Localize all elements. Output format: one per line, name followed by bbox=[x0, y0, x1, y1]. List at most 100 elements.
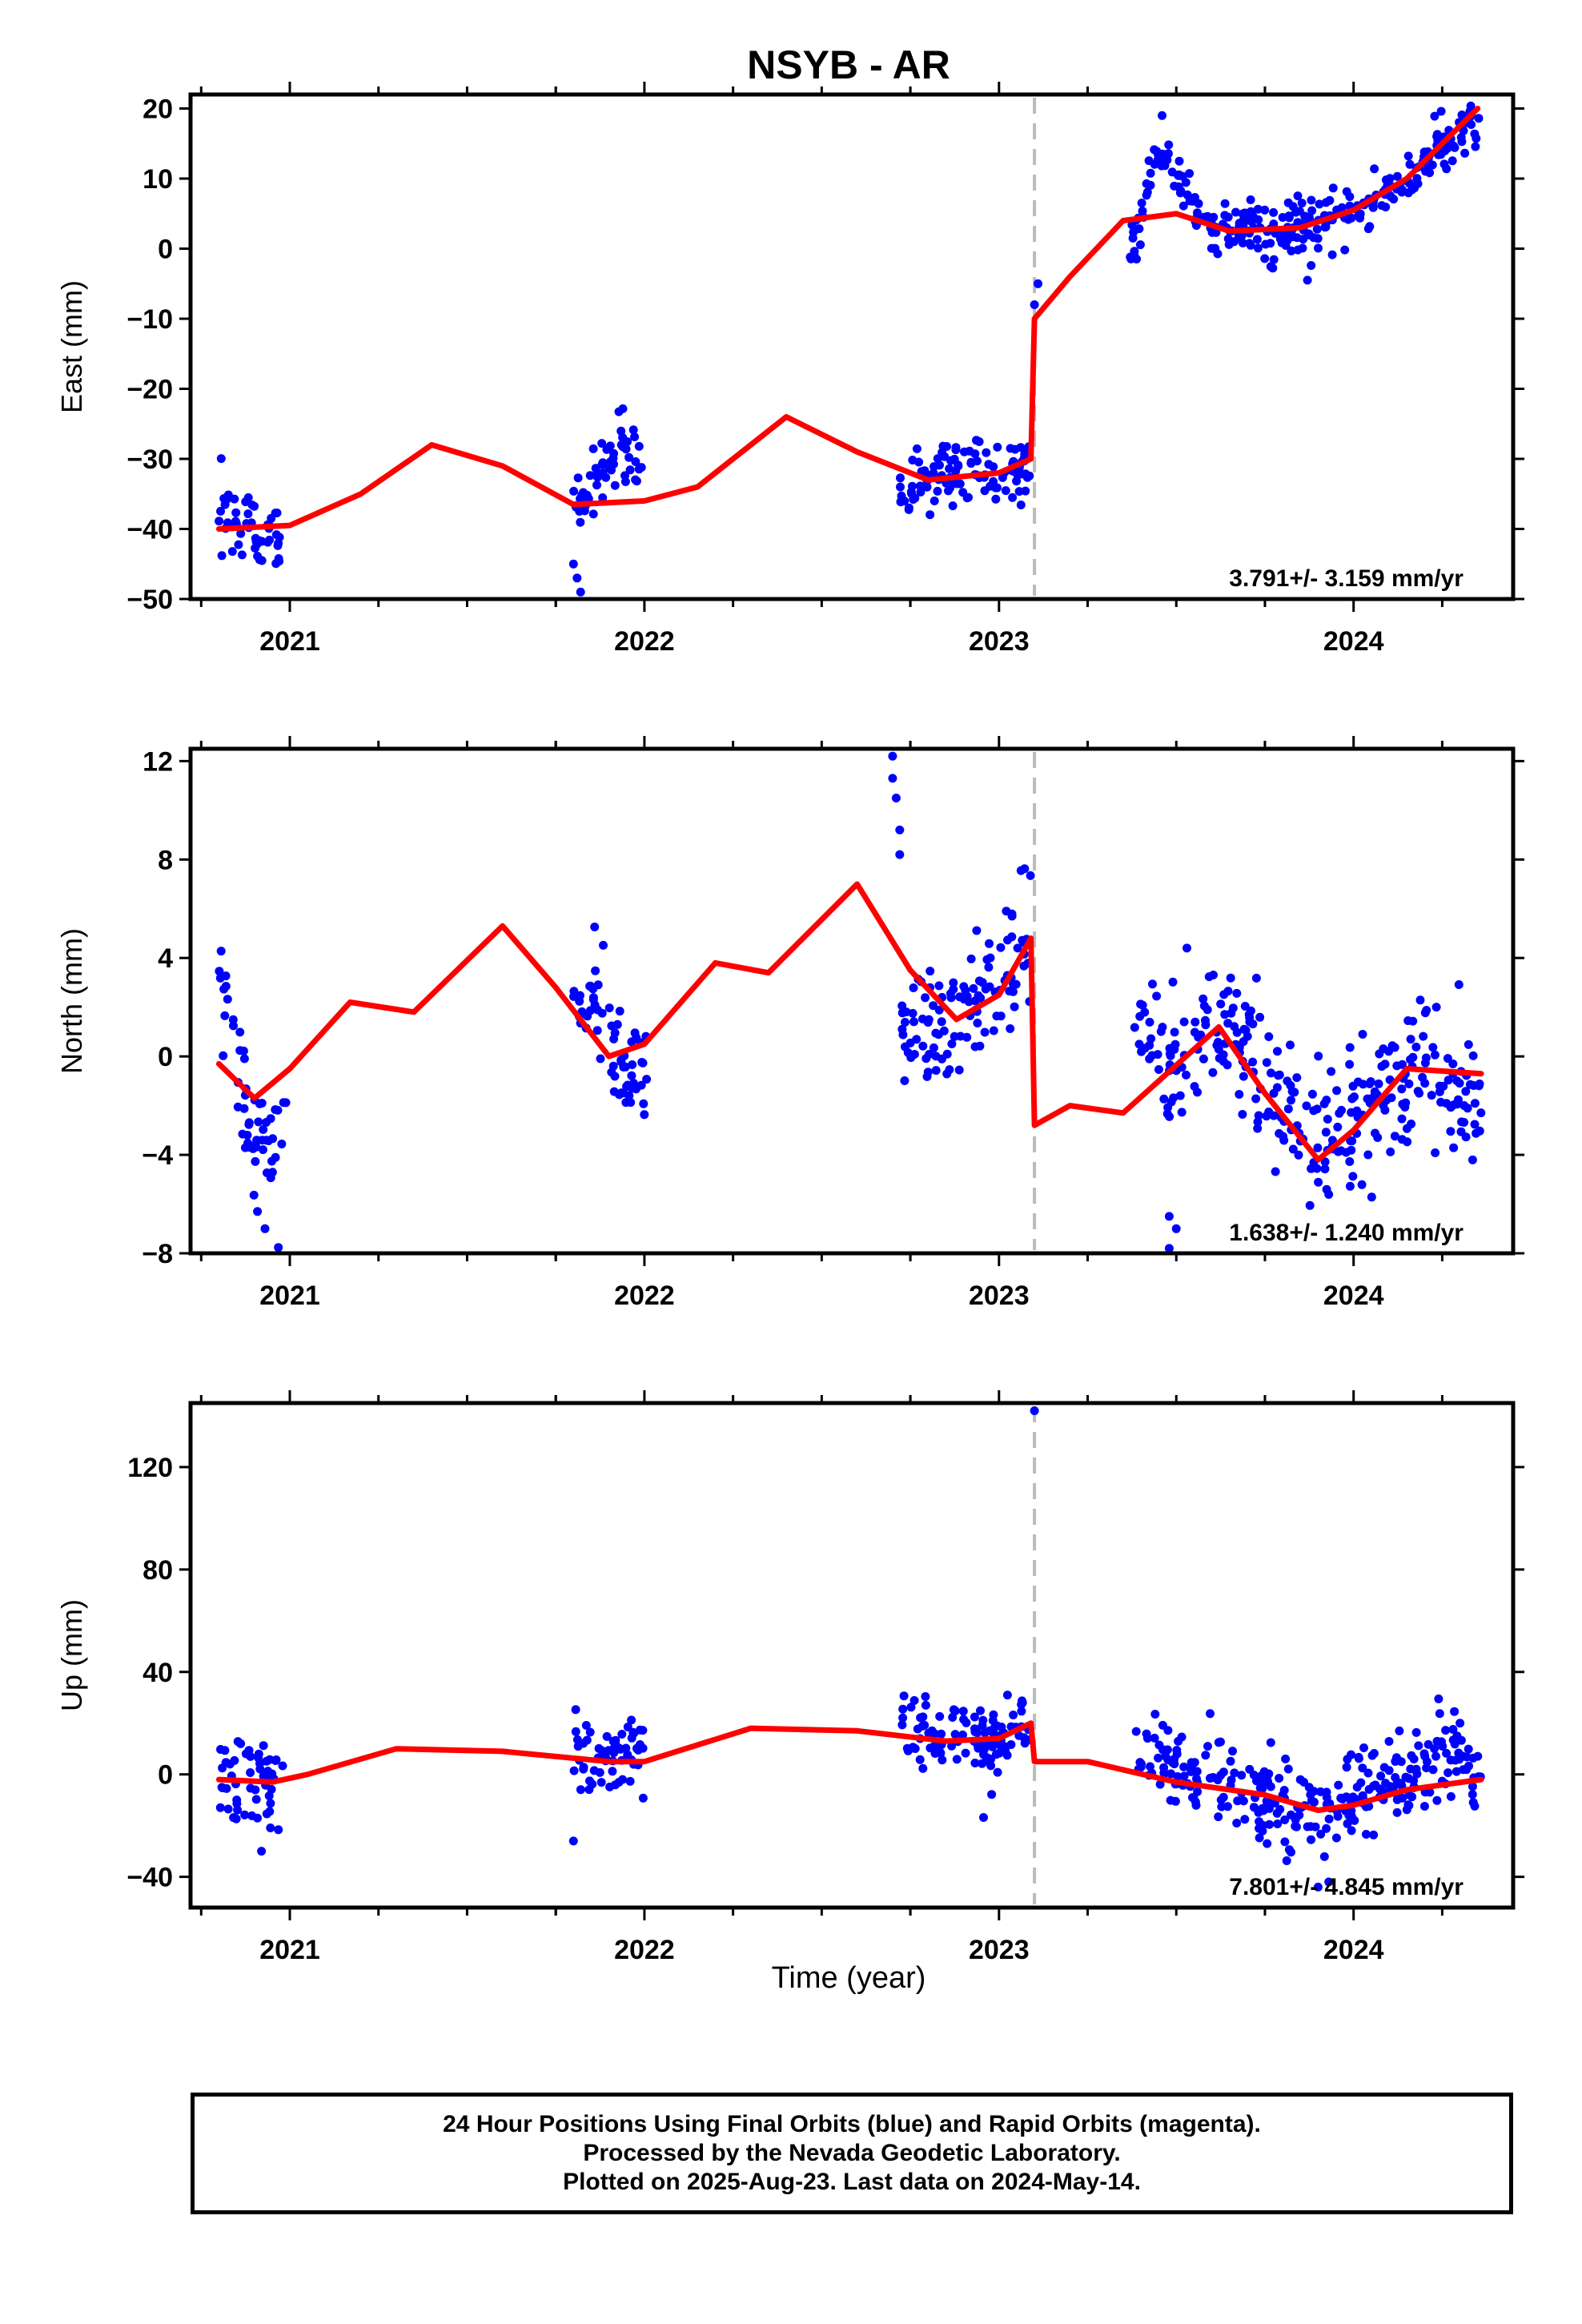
data-point bbox=[970, 1712, 979, 1722]
data-point bbox=[219, 494, 229, 503]
data-point bbox=[632, 1084, 640, 1094]
data-point bbox=[891, 794, 901, 802]
data-point bbox=[1401, 1772, 1411, 1782]
data-point bbox=[1279, 1136, 1289, 1145]
x-tick-label: 2021 bbox=[259, 1281, 320, 1311]
data-point bbox=[1203, 1742, 1212, 1751]
data-point bbox=[909, 1050, 919, 1059]
data-point bbox=[1220, 199, 1230, 208]
data-point bbox=[913, 1724, 922, 1734]
data-point bbox=[1030, 1406, 1039, 1416]
data-point bbox=[220, 1011, 230, 1020]
data-point bbox=[1293, 191, 1303, 201]
data-point bbox=[568, 559, 578, 569]
data-point bbox=[216, 947, 226, 956]
data-point bbox=[617, 1730, 627, 1739]
data-point bbox=[281, 1098, 291, 1108]
x-tick-label: 2022 bbox=[614, 1281, 675, 1311]
data-point bbox=[1130, 247, 1139, 256]
data-point bbox=[1464, 1039, 1473, 1049]
data-point bbox=[1321, 1128, 1331, 1137]
data-point bbox=[1346, 1136, 1355, 1145]
plot-frame bbox=[188, 1401, 1516, 1910]
data-point bbox=[1159, 1763, 1169, 1772]
data-point bbox=[1156, 1027, 1166, 1036]
data-points bbox=[215, 751, 1486, 1253]
data-point bbox=[1131, 1727, 1141, 1736]
data-point bbox=[240, 1810, 250, 1819]
data-point bbox=[925, 1050, 934, 1059]
data-point bbox=[985, 939, 994, 948]
data-point bbox=[241, 497, 251, 507]
data-point bbox=[1216, 1771, 1226, 1780]
data-point bbox=[572, 1735, 582, 1744]
data-point bbox=[1401, 1098, 1411, 1108]
data-point bbox=[888, 774, 897, 783]
data-point bbox=[263, 537, 272, 547]
data-point bbox=[616, 426, 626, 436]
data-point bbox=[988, 1742, 998, 1751]
data-point bbox=[1137, 1047, 1146, 1056]
data-point bbox=[1361, 1830, 1371, 1839]
data-point bbox=[1266, 1738, 1275, 1747]
data-point bbox=[592, 470, 602, 480]
x-tick-label: 2024 bbox=[1323, 1281, 1384, 1311]
data-point bbox=[987, 1790, 997, 1799]
data-point bbox=[1226, 1756, 1235, 1766]
data-point bbox=[1232, 988, 1242, 998]
data-point bbox=[1379, 1100, 1388, 1110]
data-point bbox=[265, 1755, 275, 1764]
data-point bbox=[1138, 1000, 1147, 1010]
data-point bbox=[1315, 199, 1324, 209]
y-axis-label: Up (mm) bbox=[55, 1599, 88, 1711]
data-point bbox=[915, 1755, 925, 1764]
data-point bbox=[1142, 191, 1151, 200]
data-point bbox=[1358, 1030, 1367, 1039]
data-point bbox=[934, 1005, 944, 1015]
data-point bbox=[576, 991, 584, 1000]
data-point bbox=[1461, 1087, 1471, 1096]
data-point bbox=[243, 1131, 252, 1140]
footer-line-3: Plotted on 2025-Aug-23. Last data on 202… bbox=[563, 2169, 1141, 2195]
data-point bbox=[1446, 1127, 1456, 1136]
data-point bbox=[1459, 1765, 1468, 1775]
data-point bbox=[1309, 233, 1319, 243]
data-point bbox=[588, 444, 598, 453]
data-point bbox=[1335, 1108, 1344, 1118]
data-point bbox=[1461, 1132, 1471, 1142]
data-point bbox=[1348, 1172, 1358, 1181]
data-point bbox=[1020, 1739, 1030, 1748]
data-point bbox=[579, 1763, 588, 1772]
data-point bbox=[1363, 224, 1373, 234]
data-point bbox=[253, 1813, 262, 1823]
data-point bbox=[1425, 1787, 1435, 1797]
data-point bbox=[616, 440, 626, 449]
data-point bbox=[1407, 1751, 1416, 1760]
data-point bbox=[631, 457, 640, 466]
data-point bbox=[1262, 1058, 1271, 1068]
data-point bbox=[1431, 1148, 1440, 1157]
data-point bbox=[1280, 1837, 1290, 1847]
data-point bbox=[1190, 1027, 1199, 1037]
data-point bbox=[1293, 218, 1303, 227]
data-point bbox=[1157, 161, 1166, 171]
data-point bbox=[958, 1730, 967, 1739]
data-point bbox=[1450, 1707, 1460, 1716]
data-point bbox=[1470, 1120, 1480, 1129]
data-point bbox=[1405, 159, 1415, 169]
data-point bbox=[1340, 245, 1350, 255]
data-point bbox=[1152, 991, 1162, 1001]
y-tick-label: −4 bbox=[142, 1140, 173, 1171]
data-point bbox=[1392, 1061, 1402, 1071]
data-point bbox=[246, 1751, 255, 1761]
data-point bbox=[1235, 1090, 1244, 1099]
data-point bbox=[1428, 1765, 1438, 1775]
data-point bbox=[1006, 1024, 1015, 1033]
data-point bbox=[274, 554, 283, 563]
data-point bbox=[251, 1795, 261, 1804]
data-point bbox=[1227, 1775, 1236, 1785]
data-point bbox=[1190, 1767, 1199, 1776]
data-point bbox=[1396, 1757, 1406, 1767]
data-point bbox=[973, 1728, 982, 1738]
data-point bbox=[1239, 1796, 1248, 1806]
